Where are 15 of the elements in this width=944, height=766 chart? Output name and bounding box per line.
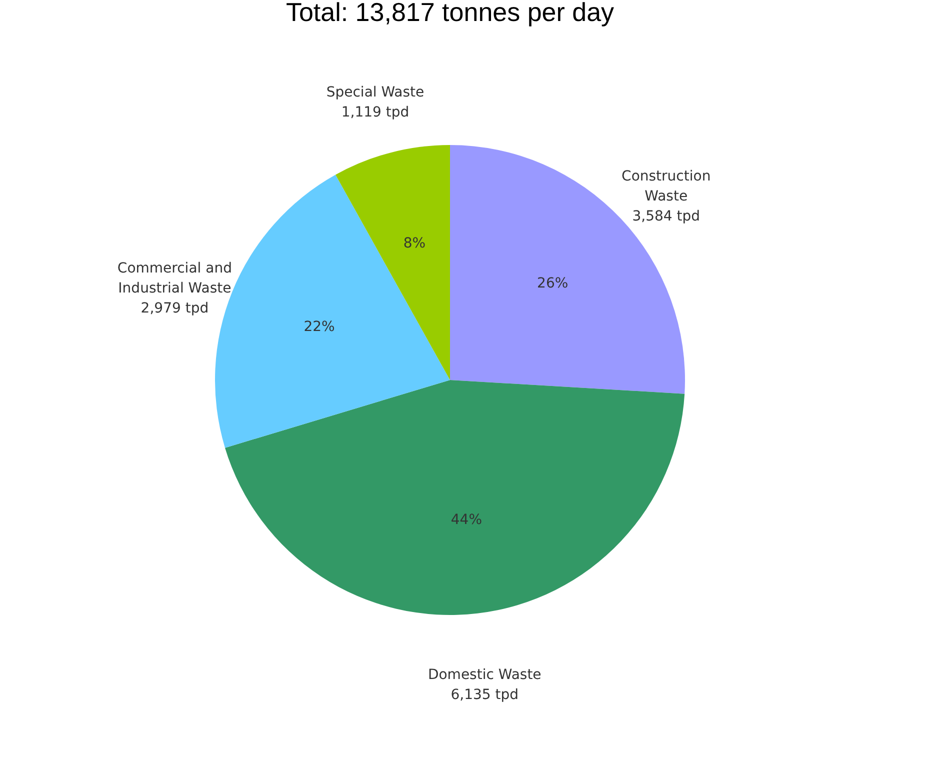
text: 22%	[304, 319, 335, 336]
slice-label: Domestic Waste	[428, 666, 542, 683]
data-label: 3,584 tpd	[632, 208, 700, 224]
data-label: 1,119 tpd	[341, 104, 410, 121]
text: 8%	[403, 236, 426, 252]
pie-slice	[225, 380, 685, 615]
pie-slice	[336, 145, 450, 380]
data-label: 6,135 tpd	[450, 686, 519, 703]
text: 26%	[537, 275, 568, 292]
text: 44%	[450, 512, 482, 528]
slice-label: Construction Waste	[622, 168, 711, 204]
chart-title: Total: 13,817 tonnes per day	[286, 0, 614, 27]
data-label: 2,979 tpd	[140, 300, 209, 317]
slice-label: Special Waste	[326, 84, 424, 101]
slice-label: Commercial and Industrial Waste	[117, 260, 232, 297]
